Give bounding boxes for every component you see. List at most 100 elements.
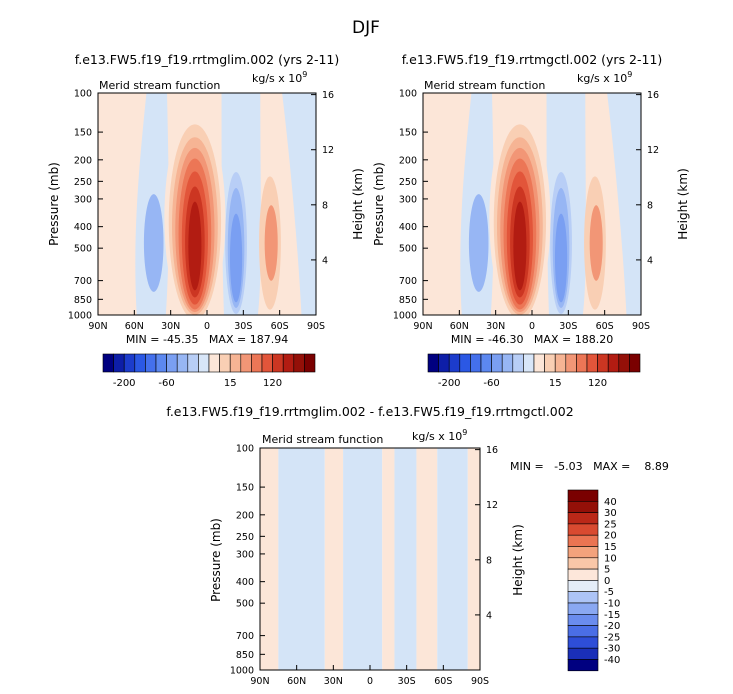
colorbar-cell	[567, 591, 599, 604]
colorbar-cell	[176, 353, 189, 373]
y-tick-label: 250	[74, 177, 92, 188]
y-tick-label: 700	[74, 276, 92, 287]
colorbar-label: 15	[549, 378, 562, 389]
diff-band	[278, 448, 325, 670]
colorbar-label: 25	[604, 519, 617, 530]
panel-subtitle: Merid stream function	[99, 79, 220, 92]
x-tick-label: 30N	[161, 321, 180, 332]
x-tick-label: 60N	[450, 321, 469, 332]
y-tick-label: 100	[74, 89, 92, 100]
y-tick-label: 100	[236, 444, 254, 455]
panel-rrtmglim: f.e13.FW5.f19_f19.rrtmglim.002 (yrs 2-11…	[47, 52, 365, 389]
colorbar-cell	[501, 353, 514, 373]
colorbar-cell	[102, 353, 114, 373]
x-tick-label: 60N	[125, 321, 144, 332]
diff-band	[260, 448, 279, 670]
negative-cell-nh	[468, 194, 489, 292]
colorbar-cell	[629, 353, 641, 373]
colorbar-cell	[293, 353, 305, 373]
y-right-tick-label: 4	[647, 255, 653, 266]
panel-title: f.e13.FW5.f19_f19.rrtmgctl.002 (yrs 2-11…	[402, 52, 663, 67]
colorbar-cell	[459, 353, 471, 373]
panel-title: f.e13.FW5.f19_f19.rrtmglim.002 - f.e13.F…	[166, 404, 573, 419]
negative-cell-3	[554, 213, 568, 303]
colorbar-cell	[229, 353, 242, 373]
colorbar-cell	[567, 647, 599, 660]
colorbar-cell	[261, 353, 273, 373]
y-right-tick-label: 12	[486, 500, 498, 511]
colorbar-cell	[567, 625, 599, 638]
contour-field	[423, 93, 641, 315]
colorbar-cell	[533, 353, 545, 373]
colorbar-cell	[567, 568, 599, 581]
colorbar-cell	[155, 353, 167, 373]
y-tick-label: 150	[236, 483, 254, 494]
colorbar-cell	[567, 580, 599, 593]
y-tick-label: 200	[399, 155, 417, 166]
colorbar-cell	[480, 353, 492, 373]
x-tick-label: 30S	[398, 676, 416, 687]
colorbar-cell	[597, 353, 609, 373]
x-tick-label: 90S	[632, 321, 650, 332]
y-tick-label: 1000	[230, 666, 254, 677]
colorbar-label: -40	[604, 655, 620, 666]
positive-cell-sh-2	[589, 205, 603, 281]
colorbar-cell	[282, 353, 295, 373]
y-right-tick-label: 16	[486, 445, 498, 456]
y-tick-label: 300	[236, 549, 254, 560]
y-tick-label: 100	[399, 89, 417, 100]
colorbar-cell	[586, 353, 598, 373]
colorbar-cell	[198, 353, 210, 373]
y-tick-label: 300	[74, 194, 92, 205]
colorbar-cell	[607, 353, 620, 373]
y-right-tick-label: 16	[322, 90, 334, 101]
y-tick-label: 400	[399, 222, 417, 233]
colorbar-cell	[240, 353, 252, 373]
x-tick-label: 90N	[88, 321, 107, 332]
x-tick-label: 0	[204, 321, 210, 332]
x-tick-label: 90S	[471, 676, 489, 687]
axes: 90N 60N 30N 0 30S 60S 90S 100 150 200 250 300 400 500…	[230, 444, 498, 688]
colorbar-cell	[113, 353, 125, 373]
colorbar-cell	[567, 500, 599, 513]
colorbar-cell	[512, 353, 524, 373]
x-tick-label: 60S	[271, 321, 289, 332]
x-tick-label: 60S	[434, 676, 452, 687]
y-axis-label: Pressure (mb)	[372, 162, 386, 246]
colorbar-cell	[567, 534, 599, 547]
x-tick-label: 30S	[559, 321, 577, 332]
panel-subtitle: Merid stream function	[262, 433, 383, 446]
units-label: kg/s x 109	[577, 70, 632, 85]
y-tick-label: 700	[236, 631, 254, 642]
colorbar-label: -20	[604, 621, 620, 632]
min-max-stats: MIN = -46.30 MAX = 188.20	[451, 333, 613, 346]
hadley-cell-level-7	[513, 201, 527, 291]
y-tick-label: 850	[399, 295, 417, 306]
y-right-axis-label: Height (km)	[351, 168, 365, 239]
colorbar-cell	[567, 613, 599, 626]
y-tick-label: 1000	[68, 311, 92, 322]
diff-band	[324, 448, 344, 670]
y-right-axis-label: Height (km)	[676, 168, 690, 239]
colorbar-cell	[134, 353, 146, 373]
colorbar-label: 120	[588, 378, 607, 389]
colorbar-cell	[448, 353, 461, 373]
positive-cell-sh-2	[264, 205, 278, 281]
colorbar-cell	[427, 353, 439, 373]
colorbar-label: -200	[113, 378, 136, 389]
y-tick-label: 250	[236, 532, 254, 543]
colorbar-cell	[567, 602, 599, 615]
y-tick-label: 850	[74, 295, 92, 306]
colorbar-cell	[470, 353, 482, 373]
y-tick-label: 200	[74, 155, 92, 166]
x-tick-label: 60N	[287, 676, 306, 687]
contour-field	[260, 448, 480, 670]
min-max-stats: MIN = -45.35 MAX = 187.94	[126, 333, 288, 346]
colorbar-label: -60	[483, 378, 499, 389]
colorbar-label: -25	[604, 632, 620, 643]
colorbar-cell	[567, 489, 599, 502]
y-tick-label: 500	[74, 244, 92, 255]
negative-band-polar	[607, 93, 641, 315]
